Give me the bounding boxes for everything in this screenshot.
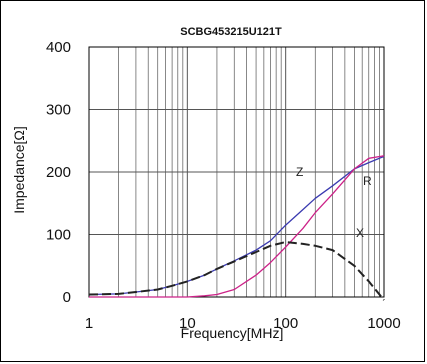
series-label-x: X bbox=[356, 226, 364, 240]
y-axis-label: Impedance[Ω] bbox=[11, 126, 27, 214]
x-axis-label: Frequency[MHz] bbox=[181, 325, 284, 341]
series-labels: Z R X bbox=[296, 165, 372, 240]
chart-title: SCBG453215U121T bbox=[180, 26, 282, 38]
y-tick-label: 100 bbox=[46, 227, 71, 244]
series-line-z bbox=[88, 155, 385, 296]
y-tick-label: 200 bbox=[46, 164, 71, 181]
y-tick-label: 0 bbox=[63, 289, 71, 306]
series-line-x bbox=[88, 241, 385, 301]
tick-labels: 1 10 100 1000 0 100 200 300 400 bbox=[46, 39, 401, 332]
series-label-z: Z bbox=[296, 165, 303, 179]
y-tick-label: 300 bbox=[46, 102, 71, 119]
x-tick-label: 10 bbox=[179, 315, 196, 332]
x-tick-label: 1 bbox=[85, 315, 93, 332]
series-group bbox=[88, 155, 385, 301]
plot-area bbox=[88, 46, 385, 298]
grid bbox=[89, 47, 384, 297]
series-label-r: R bbox=[363, 174, 372, 188]
y-tick-label: 400 bbox=[46, 39, 71, 56]
x-tick-label: 1000 bbox=[367, 315, 400, 332]
series-line-r bbox=[89, 155, 385, 298]
x-tick-label: 100 bbox=[273, 315, 298, 332]
